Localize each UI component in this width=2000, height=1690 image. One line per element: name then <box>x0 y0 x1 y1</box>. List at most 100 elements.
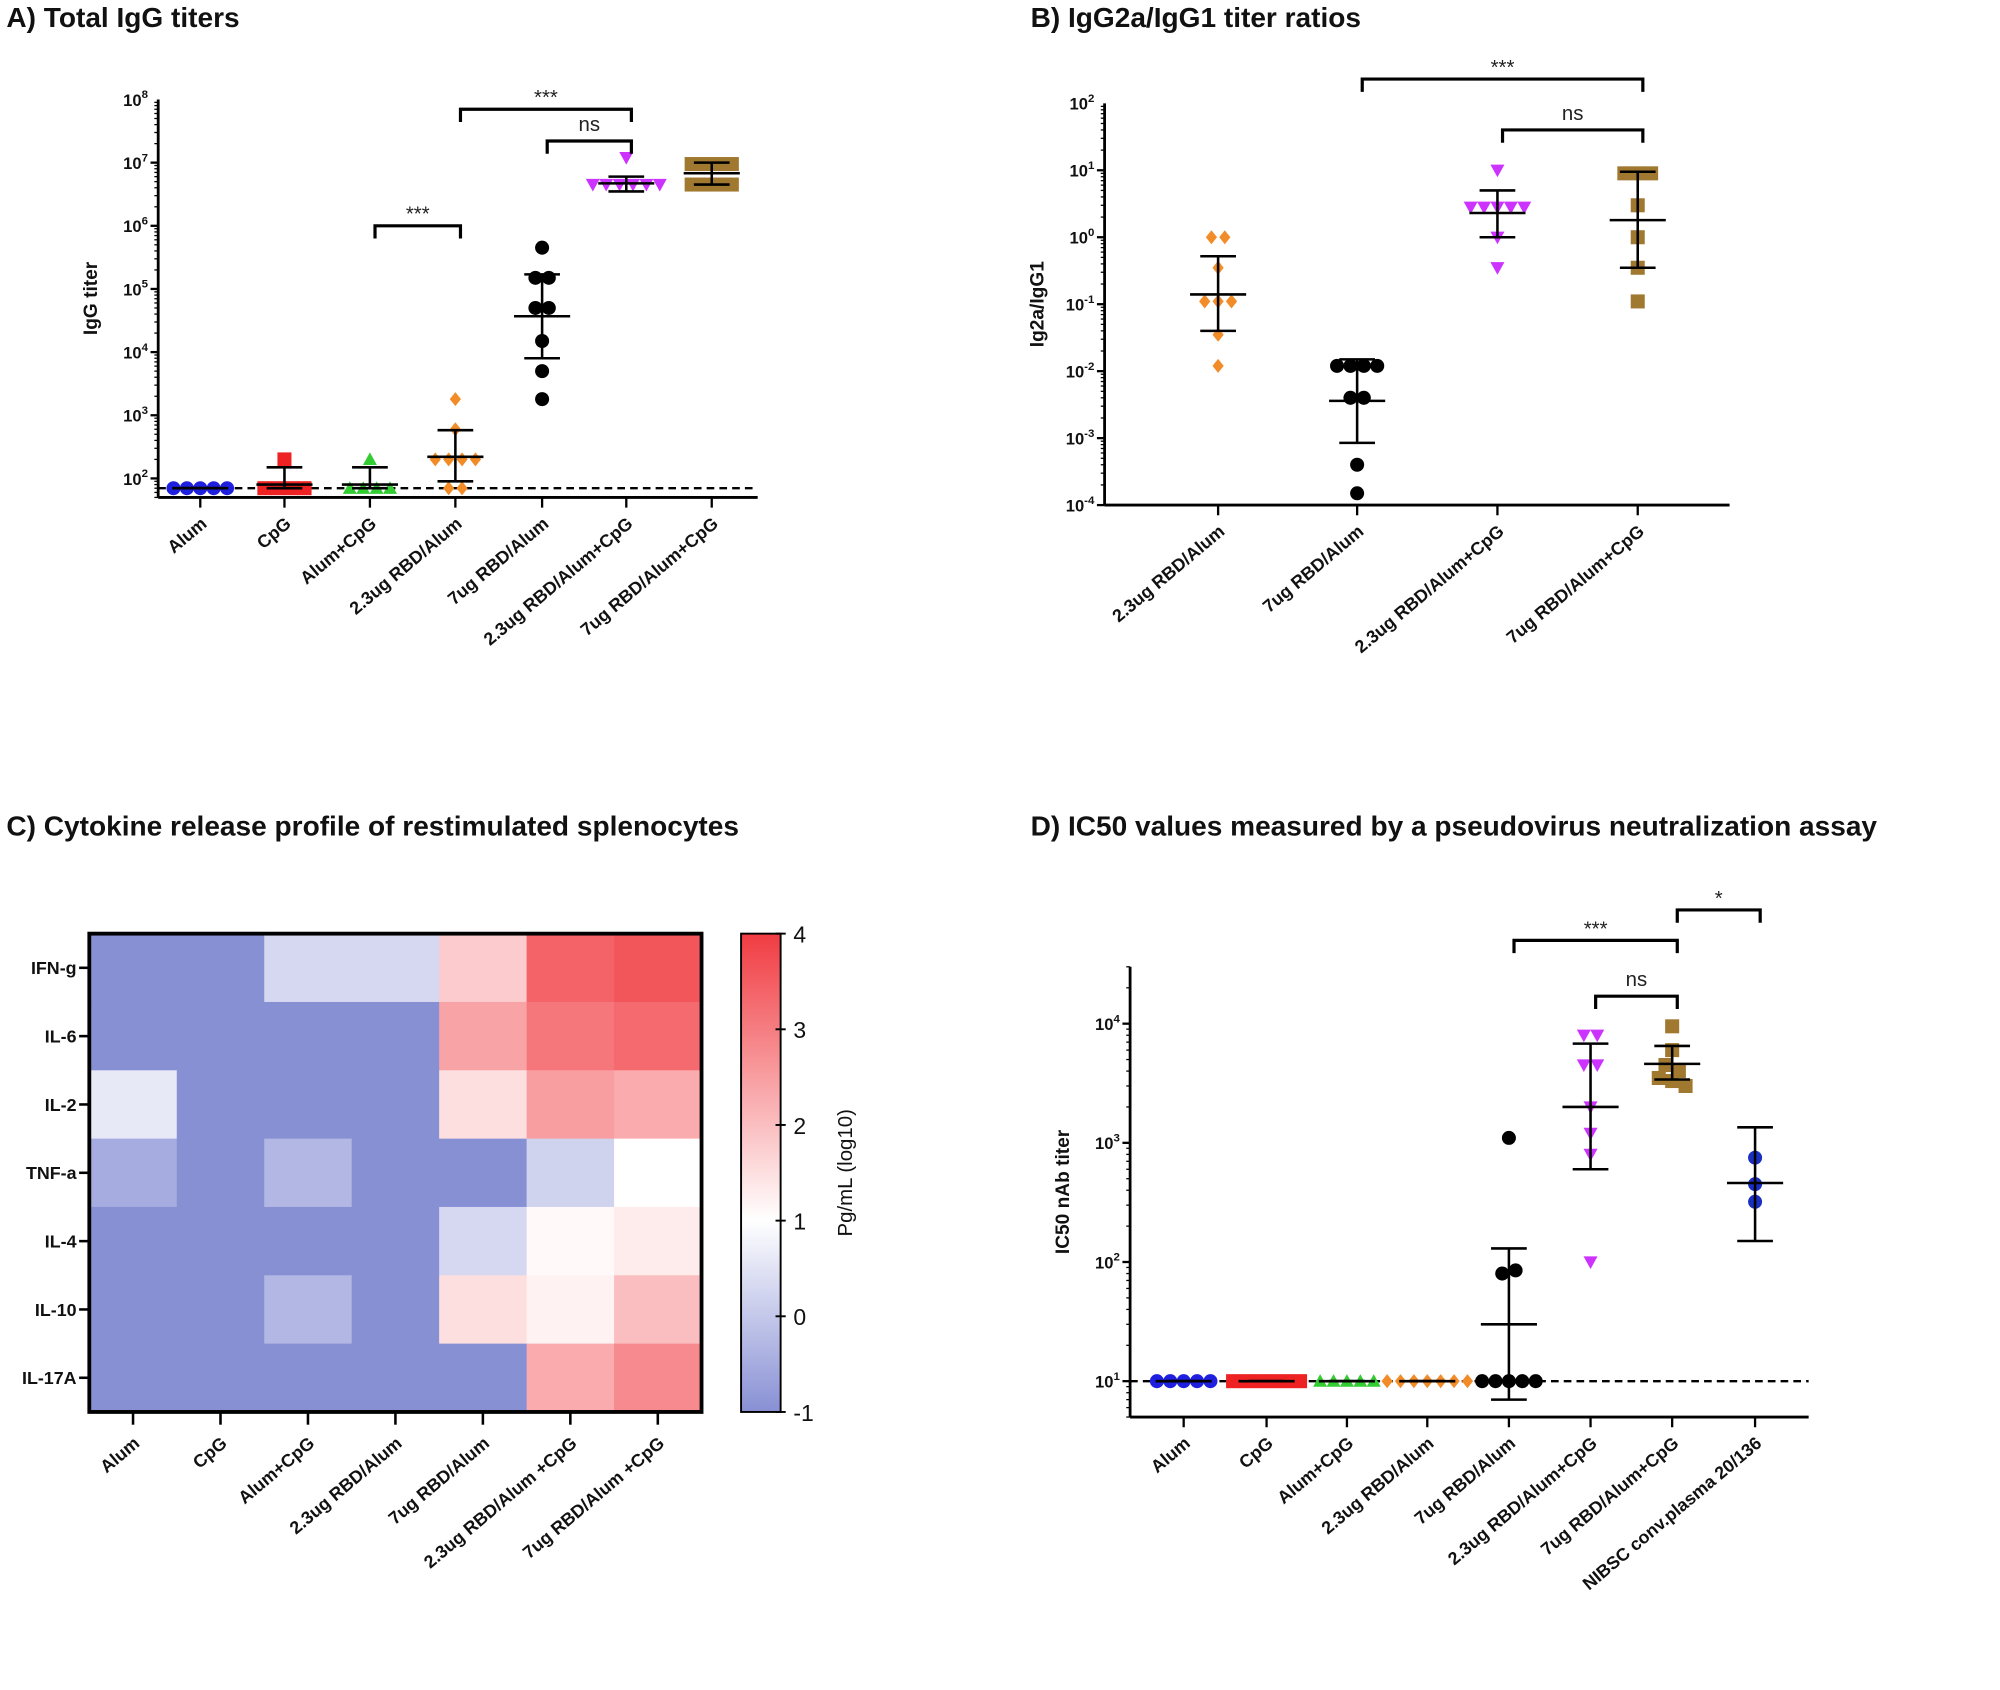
heatmap-cell <box>439 1275 528 1345</box>
heatmap-cell <box>526 1343 615 1413</box>
heatmap-cell <box>526 1138 615 1208</box>
x-tick-label: Alum <box>1147 1433 1194 1477</box>
significance-bracket <box>1500 128 1645 143</box>
series-3 <box>341 452 398 494</box>
row-label: IL-17A <box>22 1368 77 1388</box>
data-point-square <box>724 157 739 172</box>
column-label: CpG <box>189 1433 231 1473</box>
heatmap-cell <box>614 1206 703 1276</box>
series-8 <box>1727 1126 1784 1243</box>
x-tick-label: 7ug RBD/Alum+CpG <box>1503 521 1648 648</box>
significance-bracket <box>458 107 633 123</box>
heatmap-cell <box>351 1343 440 1413</box>
heatmap-cell <box>176 933 265 1003</box>
panel-d-title: D) IC50 values measured by a pseudovirus… <box>1031 810 1878 841</box>
x-tick-label: 7ug RBD/Alum+CpG <box>1537 1433 1682 1560</box>
data-point-diamond <box>443 481 455 496</box>
y-tick-label: 104 <box>123 342 148 363</box>
panel-d-ic50-values: D) IC50 values measured by a pseudovirus… <box>1031 810 1878 1594</box>
row-label: IFN-g <box>31 958 77 978</box>
data-point-square <box>1226 1374 1241 1389</box>
heatmap-cell <box>264 1138 353 1208</box>
series-2 <box>1226 1374 1308 1389</box>
significance-bracket <box>1594 994 1679 1009</box>
y-axis-label: IgG titer <box>81 261 102 335</box>
series-2 <box>256 452 313 496</box>
data-point-triangle-down <box>1477 201 1492 215</box>
heatmap-cell <box>439 1001 528 1071</box>
colorbar <box>740 932 782 1413</box>
row-label: IL-4 <box>45 1232 77 1252</box>
data-point-circle <box>541 300 556 315</box>
y-tick-label: 104 <box>1095 1013 1120 1034</box>
data-point-triangle-down <box>1590 1059 1605 1073</box>
data-point-triangle-down <box>1503 201 1518 215</box>
y-tick-label: 105 <box>123 279 148 300</box>
y-tick-label: 106 <box>123 216 148 237</box>
data-point-triangle-down <box>625 178 640 192</box>
x-tick-label: Alum+CpG <box>296 513 380 588</box>
row-label: IL-6 <box>45 1027 77 1047</box>
series-1 <box>166 481 235 496</box>
x-tick-label: 2.3ug RBD/Alum <box>1108 521 1228 626</box>
data-point-circle <box>1501 1130 1516 1145</box>
heatmap-cell <box>614 933 703 1003</box>
data-point-diamond <box>1381 1374 1393 1389</box>
x-tick-label: Alum <box>163 513 210 557</box>
data-point-triangle-down <box>639 178 654 192</box>
heatmap-cell <box>351 1070 440 1140</box>
data-point-triangle-down <box>585 178 600 192</box>
series-1 <box>1149 1374 1218 1389</box>
data-point-diamond <box>456 481 468 496</box>
panel-b-title: B) IgG2a/IgG1 titer ratios <box>1031 2 1361 33</box>
significance-label: * <box>1715 888 1723 910</box>
heatmap-cell <box>89 1070 178 1140</box>
data-point-circle <box>541 270 556 285</box>
data-point-circle <box>535 364 550 379</box>
series-3 <box>1463 164 1532 275</box>
data-point-circle <box>1350 486 1365 501</box>
colorbar-tick-label: 4 <box>793 922 806 948</box>
heatmap-cell <box>264 1070 353 1140</box>
heatmap-cell <box>176 1343 265 1413</box>
data-point-triangle-down <box>1576 1059 1591 1073</box>
panel-b-igg2a-igg1-ratios: B) IgG2a/IgG1 titer ratios 10-4 10-3 10-2 1… <box>1027 2 1730 657</box>
data-point-triangle-down <box>612 178 627 192</box>
row-label: IL-10 <box>35 1300 77 1320</box>
colorbar-tick-label: 2 <box>793 1113 806 1139</box>
series-4 <box>427 392 484 496</box>
x-tick-label: CpG <box>1235 1433 1277 1473</box>
heatmap-cell <box>264 1275 353 1345</box>
heatmap-cell <box>351 1138 440 1208</box>
data-point-circle <box>1515 1374 1530 1389</box>
data-point-triangle-down <box>1490 262 1505 275</box>
significance-bracket <box>1512 938 1679 954</box>
panel-c-cytokine-heatmap: C) Cytokine release profile of restimula… <box>6 810 857 1572</box>
heatmap-cell <box>264 1001 353 1071</box>
data-point-triangle-down <box>1463 201 1478 215</box>
heatmap-cell <box>264 933 353 1003</box>
panel-c-title: C) Cytokine release profile of restimula… <box>6 810 739 841</box>
data-point-circle <box>535 392 550 407</box>
y-tick-label: 10-2 <box>1066 361 1095 382</box>
data-point-square <box>1644 166 1659 181</box>
y-axis-label: IC50 nAb titer <box>1053 1129 1074 1254</box>
heatmap-cell <box>614 1138 703 1208</box>
y-tick-label: 101 <box>1095 1371 1120 1392</box>
heatmap-cell <box>89 933 178 1003</box>
data-point-square <box>277 452 292 467</box>
y-tick-label: 102 <box>1070 93 1095 114</box>
colorbar-label: Pg/mL (log10) <box>835 1109 857 1236</box>
heatmap-cell <box>526 933 615 1003</box>
data-point-triangle-down <box>599 178 614 192</box>
heatmap-cell <box>89 1343 178 1413</box>
colorbar-tick-label: 0 <box>793 1304 806 1330</box>
heatmap-cell <box>439 1070 528 1140</box>
panel-a-igg-titers: A) Total IgG titers 102 103 104 105 106 107 10… <box>6 2 758 649</box>
data-point-square <box>1651 1070 1666 1086</box>
column-label: 7ug RBD/Alum +CpG <box>519 1433 668 1563</box>
heatmap-cell <box>439 933 528 1003</box>
data-point-circle <box>1370 358 1385 373</box>
data-point-circle <box>1356 358 1371 373</box>
